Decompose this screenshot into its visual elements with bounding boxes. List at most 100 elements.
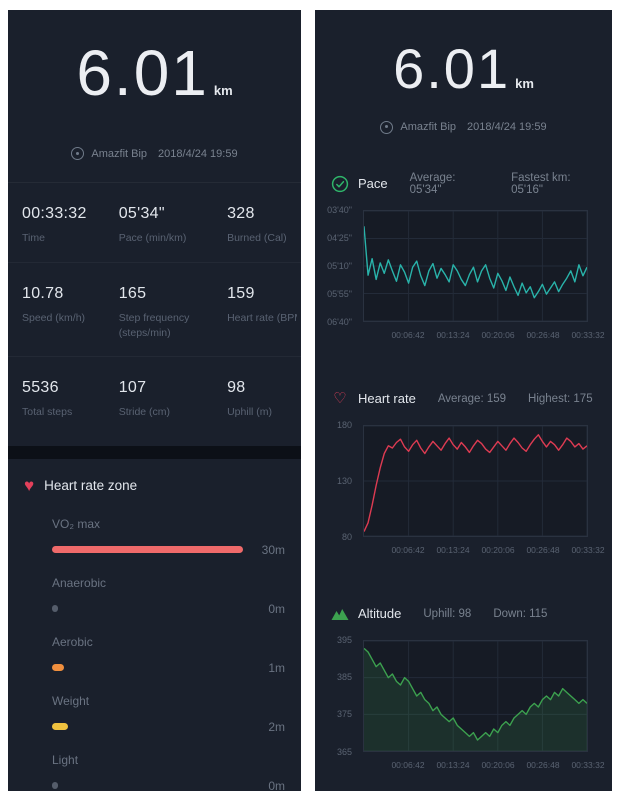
watch-icon	[71, 147, 85, 161]
stat-label: Burned (Cal)	[227, 232, 287, 245]
stat-value: 159	[227, 284, 255, 302]
pace-section: Pace Average: 05'34" Fastest km: 05'16" …	[315, 171, 612, 345]
distance-hero: 6.01 km	[8, 10, 301, 107]
y-tick-label: 395	[336, 634, 352, 645]
altitude-chart-y-axis: 395 385 375 365	[323, 635, 357, 757]
stat-value: 98	[227, 379, 246, 397]
device-name: Amazfit Bip	[91, 147, 148, 160]
pace-fastest: Fastest km: 05'16"	[511, 171, 571, 196]
y-tick-label: 80	[341, 531, 352, 542]
stat-cell: 165 Step frequency (steps/min)	[104, 263, 214, 358]
heart-rate-chart: 180 130 80 00:06:42 00:13:24 00:20:06 00:26:4…	[323, 420, 605, 560]
stat-value: 165	[118, 284, 147, 302]
x-tick-label: 00:06:42	[391, 329, 425, 340]
zone-item: Weight 2m	[52, 694, 285, 734]
y-tick-label: 375	[336, 709, 352, 720]
mountain-icon	[331, 605, 349, 623]
x-tick-label: 00:13:24	[436, 544, 470, 555]
stat-cell: 98 Uphill (m)	[213, 357, 301, 436]
altitude-section-header: Altitude Uphill: 98 Down: 115	[323, 604, 604, 624]
heart-rate-section-header: ♡ Heart rate Average: 159 Highest: 175	[323, 389, 604, 409]
zone-bar	[52, 723, 249, 731]
stat-cell: 328 Burned (Cal)	[213, 183, 301, 263]
stat-cell: 5536 Total steps	[8, 357, 105, 436]
zone-item: Aerobic 1m	[52, 635, 285, 675]
pace-chart-plot	[363, 209, 588, 322]
zone-item: Anaerobic 0m	[52, 576, 285, 616]
y-tick-label: 04'25"	[327, 232, 352, 243]
stat-value: 328	[227, 205, 255, 223]
stat-label: Uphill (m)	[227, 406, 273, 419]
distance-value: 6.01	[393, 37, 511, 100]
altitude-down: Down: 115	[493, 607, 548, 620]
altitude-title: Altitude	[358, 606, 402, 622]
x-tick-label: 00:20:06	[481, 759, 515, 770]
x-tick-label: 00:06:42	[391, 544, 425, 555]
zone-value: 0m	[268, 601, 285, 616]
x-tick-label: 00:33:32	[571, 544, 605, 555]
y-tick-label: 385	[336, 672, 352, 683]
pace-section-header: Pace Average: 05'34" Fastest km: 05'16"	[323, 171, 604, 196]
y-tick-label: 130	[336, 475, 352, 486]
y-tick-label: 365	[336, 746, 352, 757]
stat-cell: 159 Heart rate (BPM)	[213, 263, 301, 358]
zone-bar	[52, 605, 249, 613]
heart-rate-average: Average: 159	[437, 392, 507, 405]
pace-title: Pace	[358, 176, 388, 192]
distance-hero: 6.01 km	[315, 10, 612, 99]
zone-label: Light	[52, 752, 79, 767]
stat-label: Time	[22, 232, 45, 245]
zone-value: 0m	[268, 778, 285, 791]
altitude-chart-x-axis: 00:06:42 00:13:24 00:20:06 00:26:48 00:33:32	[363, 757, 604, 775]
x-tick-label: 00:26:48	[526, 329, 560, 340]
x-tick-label: 00:20:06	[481, 329, 515, 340]
zone-item: VO₂ max 30m	[52, 517, 285, 557]
device-row: Amazfit Bip 2018/4/24 19:59	[8, 147, 301, 161]
x-tick-label: 00:33:32	[571, 759, 605, 770]
heart-rate-chart-x-axis: 00:06:42 00:13:24 00:20:06 00:26:48 00:33:32	[363, 542, 604, 560]
altitude-uphill: Uphill: 98	[423, 607, 472, 620]
x-tick-label: 00:33:32	[571, 329, 605, 340]
stat-value: 05'34"	[118, 205, 165, 223]
stat-label: Step frequency (steps/min)	[118, 311, 190, 339]
y-tick-label: 05'10"	[327, 260, 352, 271]
heart-outline-icon: ♡	[333, 390, 347, 408]
stat-label: Speed (km/h)	[22, 311, 86, 324]
heart-icon: ♥	[24, 475, 35, 495]
zone-label: Anaerobic	[52, 575, 107, 590]
altitude-chart: 395 385 375 365 00:06:42 00:13:24 00:20:06 00:…	[323, 635, 605, 775]
device-row: Amazfit Bip 2018/4/24 19:59	[315, 120, 612, 134]
left-screenshot-summary: 6.01 km Amazfit Bip 2018/4/24 19:59 00:33…	[8, 10, 301, 791]
x-tick-label: 00:20:06	[481, 544, 515, 555]
y-tick-label: 06'40"	[327, 316, 352, 327]
distance-unit: km	[515, 76, 534, 91]
altitude-chart-plot	[363, 639, 588, 752]
stat-value: 00:33:32	[22, 205, 87, 223]
heart-rate-zones: VO₂ max 30m Anaerobic 0m Aerobic 1m Weight 2m Li…	[24, 494, 285, 791]
distance-value: 6.01	[76, 37, 209, 109]
right-screenshot-charts: 6.01 km Amazfit Bip 2018/4/24 19:59 Pace …	[315, 10, 612, 791]
zone-bar	[52, 664, 249, 672]
pace-chart-y-axis: 03'40" 04'25" 05'10" 05'55" 06'40"	[323, 205, 357, 327]
heart-rate-title: Heart rate	[358, 391, 416, 407]
altitude-section: Altitude Uphill: 98 Down: 115 395 385 375 3…	[315, 604, 612, 775]
stat-cell: 10.78 Speed (km/h)	[8, 263, 105, 358]
pace-chart: 03'40" 04'25" 05'10" 05'55" 06'40" 00:06:42 0…	[323, 205, 604, 345]
pace-chart-x-axis: 00:06:42 00:13:24 00:20:06 00:26:48 00:33:32	[363, 327, 604, 345]
heart-rate-highest: Highest: 175	[528, 392, 593, 405]
stat-label: Stride (cm)	[118, 406, 171, 419]
stat-value: 5536	[22, 379, 59, 397]
zone-value: 30m	[261, 542, 285, 557]
stat-label: Total steps	[22, 406, 73, 419]
workout-datetime: 2018/4/24 19:59	[158, 147, 238, 160]
stat-value: 107	[118, 379, 147, 397]
zone-item: Light 0m	[52, 753, 285, 791]
x-tick-label: 00:13:24	[436, 759, 470, 770]
stat-cell: 107 Stride (cm)	[105, 357, 213, 436]
x-tick-label: 00:13:24	[436, 329, 470, 340]
device-name: Amazfit Bip	[400, 121, 457, 134]
zone-label: Aerobic	[52, 634, 93, 649]
x-tick-label: 00:26:48	[526, 544, 560, 555]
x-tick-label: 00:06:42	[391, 759, 425, 770]
